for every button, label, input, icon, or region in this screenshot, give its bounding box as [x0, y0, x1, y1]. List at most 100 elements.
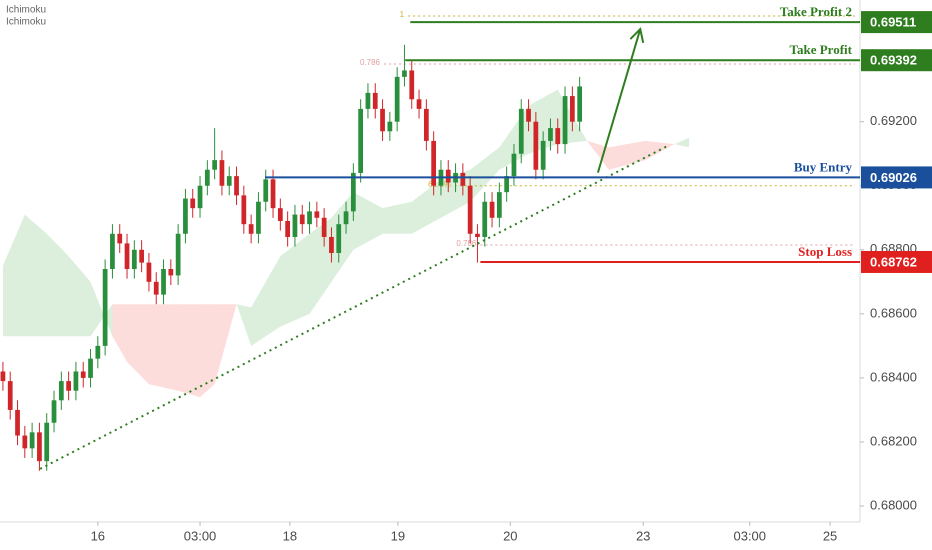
level-label: Take Profit 2: [780, 4, 852, 19]
candle-body: [336, 224, 342, 253]
level-price: 0.68762: [870, 254, 917, 269]
candle-body: [562, 96, 568, 145]
candle-body: [526, 108, 531, 122]
candle-body: [496, 192, 502, 218]
fib-label: 0.786: [456, 239, 477, 248]
ichimoku-cloud: [214, 304, 237, 385]
ichimoku-cloud: [586, 140, 609, 170]
ichimoku-cloud: [46, 233, 69, 337]
candle-body: [394, 76, 400, 122]
indicator-label: Ichimoku: [6, 5, 46, 16]
candle-body: [256, 201, 261, 234]
candle-body: [37, 432, 42, 462]
candle-body: [117, 233, 123, 244]
candle-body: [0, 371, 6, 382]
candle-body: [110, 233, 115, 270]
candle-body: [569, 96, 575, 122]
candle-body: [51, 400, 57, 423]
y-tick-label: 0.68600: [870, 305, 917, 320]
candle-body: [131, 249, 137, 270]
x-tick-label: 19: [391, 528, 405, 543]
level-label: Buy Entry: [794, 159, 853, 174]
arrow: [596, 28, 642, 173]
candle-body: [431, 140, 437, 186]
candle-body: [372, 92, 378, 109]
candle-body: [212, 160, 218, 170]
candle-body: [467, 185, 473, 234]
level-label: Take Profit: [790, 42, 853, 57]
ichimoku-cloud: [68, 256, 91, 337]
x-tick-label: 20: [503, 528, 517, 543]
level-price: 0.69511: [870, 15, 916, 30]
candle-body: [518, 108, 524, 154]
ichimoku-cloud: [2, 214, 25, 337]
candle-body: [44, 422, 50, 462]
x-tick-label: 23: [636, 528, 650, 543]
candle-body: [285, 220, 291, 237]
ichimoku-cloud: [178, 304, 201, 398]
candle-body: [29, 432, 35, 449]
candle-body: [533, 121, 539, 170]
level-price: 0.69026: [870, 170, 917, 185]
candle-body: [277, 208, 283, 221]
arrow-head: [629, 27, 645, 44]
candle-body: [263, 179, 269, 202]
ichimoku-cloud: [470, 147, 500, 202]
candle-body: [307, 211, 312, 225]
fib-label: 1: [400, 10, 405, 19]
candle-body: [299, 214, 305, 225]
candle-body: [511, 153, 517, 177]
candle-body: [292, 214, 298, 237]
candle-body: [343, 211, 349, 225]
ichimoku-cloud: [382, 201, 412, 234]
candle-body: [350, 172, 356, 212]
y-tick-label: 0.68200: [870, 433, 917, 448]
candle-body: [175, 233, 181, 276]
candle-body: [219, 160, 225, 186]
candle-body: [387, 121, 393, 132]
candle-body: [489, 201, 495, 218]
candle-body: [270, 179, 276, 209]
ichimoku-cloud: [251, 256, 281, 346]
candle-body: [183, 198, 188, 234]
x-tick-label: 16: [91, 528, 105, 543]
indicator-label: Ichimoku: [6, 17, 46, 28]
candle-body: [204, 169, 210, 186]
candle-body: [380, 108, 385, 132]
candle-body: [161, 269, 166, 295]
y-tick-label: 0.69200: [870, 113, 917, 128]
level-price-box: [861, 49, 932, 72]
candle-body: [504, 176, 510, 193]
x-tick-label: 03:00: [733, 528, 766, 543]
ichimoku-cloud: [112, 304, 128, 362]
candle-body: [555, 128, 561, 145]
x-tick-label: 25: [823, 528, 837, 543]
candle-body: [88, 358, 93, 378]
candle-body: [548, 128, 553, 141]
candle-body: [146, 262, 152, 282]
candle-body: [197, 185, 203, 209]
candle-body: [314, 211, 320, 218]
ichimoku-cloud: [127, 304, 149, 385]
candle-body: [58, 381, 64, 401]
candle-body: [234, 176, 239, 196]
candle-body: [15, 409, 20, 436]
candle-body: [226, 176, 232, 186]
candle-body: [168, 269, 174, 276]
ichimoku-cloud: [608, 140, 646, 170]
candle-body: [124, 243, 130, 270]
candle-body: [22, 435, 28, 449]
y-tick-label: 0.68000: [870, 497, 917, 512]
candle-body: [321, 217, 327, 237]
candle-body: [80, 371, 86, 378]
candle-body: [540, 140, 546, 170]
candle-body: [102, 269, 108, 346]
ichimoku-cloud: [148, 304, 179, 391]
candle-body: [139, 249, 145, 263]
candle-body: [241, 195, 247, 225]
candle-body: [7, 381, 13, 410]
candle-body: [73, 371, 79, 391]
level-price-box: [861, 11, 932, 34]
candle-body: [409, 70, 415, 100]
